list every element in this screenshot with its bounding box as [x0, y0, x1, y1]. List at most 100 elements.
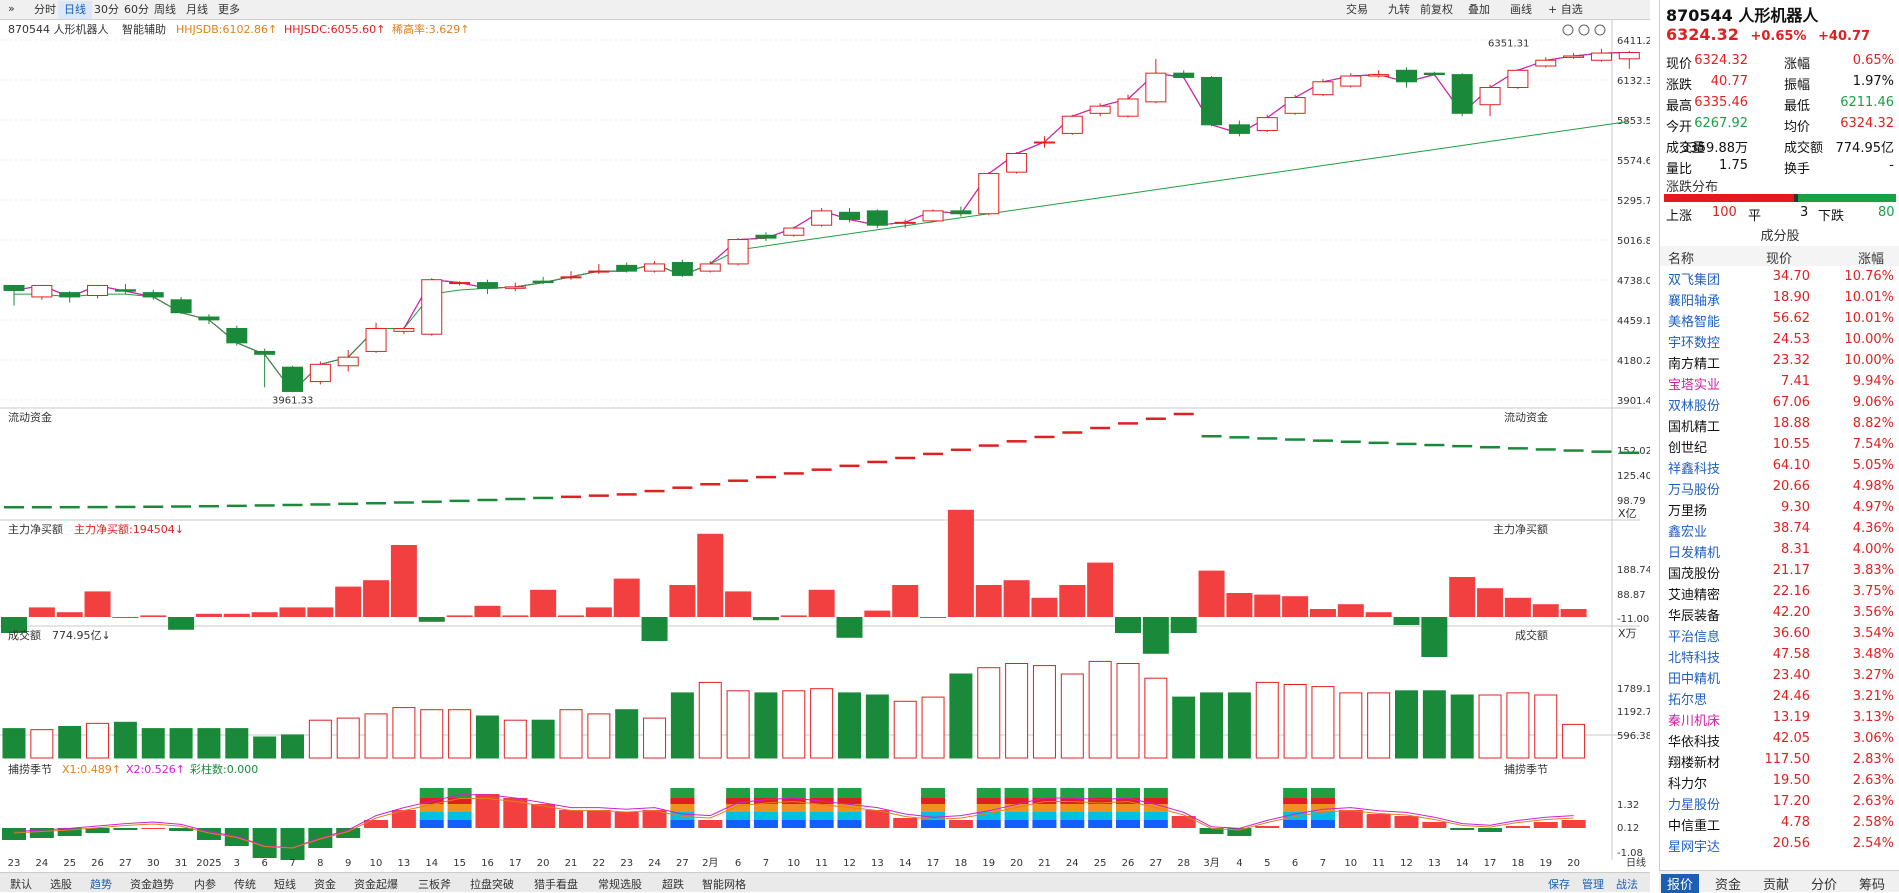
candle-body[interactable] [282, 366, 303, 392]
candle-body[interactable] [922, 210, 944, 222]
indicator-tab-10[interactable]: 拉盘突破 [470, 878, 514, 891]
component-row[interactable]: 万马股份 20.66 4.98% [1660, 477, 1899, 498]
component-row[interactable]: 南方精工 23.32 10.00% [1660, 351, 1899, 372]
component-row[interactable]: 华依科技 42.05 3.06% [1660, 729, 1899, 750]
candle-body[interactable] [1006, 152, 1028, 173]
candle-body[interactable] [783, 227, 805, 236]
candle-body[interactable] [560, 276, 582, 279]
tool-btn-5[interactable]: + 自选 [1548, 3, 1583, 16]
tool-btn-0[interactable]: 交易 [1346, 3, 1368, 16]
component-row[interactable]: 中信重工 4.78 2.58% [1660, 813, 1899, 834]
candle-body[interactable] [365, 327, 387, 352]
candle-body[interactable] [950, 210, 972, 215]
candle-body[interactable] [755, 234, 777, 239]
kline-chart[interactable]: 6411.24 6132.37 5853.50 5574.63 5295.76 5016.… [0, 20, 1650, 872]
indicator-tab-14[interactable]: 智能网格 [702, 878, 746, 891]
quote-tab-0[interactable]: 报价 [1661, 874, 1700, 893]
tool-btn-1[interactable]: 九转 [1388, 3, 1410, 16]
component-row[interactable]: 鑫宏业 38.74 4.36% [1660, 519, 1899, 540]
quote-tab-4[interactable]: 筹码 [1859, 878, 1886, 893]
candle-body[interactable] [588, 270, 610, 273]
component-row[interactable]: 宇环数控 24.53 10.00% [1660, 330, 1899, 351]
comp-header-cell[interactable]: 名称 [1668, 252, 1695, 267]
component-row[interactable]: 双林股份 67.06 9.06% [1660, 393, 1899, 414]
candle-body[interactable] [254, 350, 276, 355]
period-btn-6[interactable]: 更多 [218, 3, 240, 16]
indicator-tab-8[interactable]: 资金起爆 [354, 878, 398, 891]
indicator-tab-3[interactable]: 资金趋势 [130, 878, 174, 891]
candle-body[interactable] [1535, 59, 1557, 67]
component-row[interactable]: 襄阳轴承 18.90 10.01% [1660, 288, 1899, 309]
settings-icon[interactable] [1562, 24, 1574, 36]
indicator-tab-9[interactable]: 三板斧 [418, 878, 451, 891]
candle-body[interactable] [644, 263, 666, 272]
bottom-action-0[interactable]: 保存 [1548, 878, 1570, 891]
candle-body[interactable] [1479, 87, 1501, 106]
period-btn-1[interactable]: 日线 [58, 1, 92, 19]
help-icon[interactable] [1578, 24, 1590, 36]
indicator-tab-4[interactable]: 内参 [194, 878, 216, 891]
candle-body[interactable] [421, 279, 443, 335]
component-row[interactable]: 双飞集团 34.70 10.76% [1660, 267, 1899, 288]
candle-body[interactable] [1228, 124, 1250, 134]
component-row[interactable]: 宝塔实业 7.41 9.94% [1660, 372, 1899, 393]
component-row[interactable]: 拓尔思 24.46 3.21% [1660, 687, 1899, 708]
candle-body[interactable] [87, 284, 109, 296]
component-row[interactable]: 美格智能 56.62 10.01% [1660, 309, 1899, 330]
candle-body[interactable] [1284, 97, 1306, 114]
candle-body[interactable] [1061, 115, 1083, 134]
candle-body[interactable] [449, 282, 471, 285]
candle-body[interactable] [1507, 69, 1529, 89]
component-row[interactable]: 祥鑫科技 64.10 5.05% [1660, 456, 1899, 477]
indicator-tab-1[interactable]: 选股 [50, 878, 72, 891]
indicator-tab-0[interactable]: 默认 [10, 878, 32, 891]
indicator-tab-2[interactable]: 趋势 [90, 878, 112, 891]
indicator-tab-7[interactable]: 资金 [314, 878, 336, 891]
candle-body[interactable] [811, 210, 833, 226]
indicator-tab-13[interactable]: 超跌 [662, 878, 684, 891]
bottom-action-2[interactable]: 战法 [1616, 878, 1638, 891]
candle-body[interactable] [894, 221, 916, 224]
period-btn-4[interactable]: 周线 [154, 3, 176, 16]
candle-body[interactable] [1089, 105, 1111, 114]
candle-body[interactable] [1312, 81, 1334, 96]
component-row[interactable]: 秦川机床 13.19 3.13% [1660, 708, 1899, 729]
candle-body[interactable] [1173, 72, 1195, 78]
candle-body[interactable] [142, 292, 164, 298]
candle-body[interactable] [3, 284, 25, 291]
component-row[interactable]: 北特科技 47.58 3.48% [1660, 645, 1899, 666]
candle-body[interactable] [978, 173, 1000, 215]
candle-body[interactable] [671, 262, 693, 276]
candle-body[interactable] [1396, 69, 1417, 83]
component-row[interactable]: 翔楼新材 117.50 2.83% [1660, 750, 1899, 771]
comp-header-cell[interactable]: 涨幅 [1857, 252, 1884, 267]
candle-body[interactable] [1340, 75, 1362, 87]
tool-btn-3[interactable]: 叠加 [1468, 3, 1490, 16]
component-row[interactable]: 万里扬 9.30 4.97% [1660, 498, 1899, 519]
candle-body[interactable] [1256, 117, 1278, 132]
candle-body[interactable] [1368, 74, 1390, 77]
component-row[interactable]: 国机精工 18.88 8.82% [1660, 414, 1899, 435]
candle-body[interactable] [114, 289, 136, 292]
candle-body[interactable] [1423, 72, 1445, 76]
component-row[interactable]: 国茂股份 21.17 3.83% [1660, 561, 1899, 582]
kline-chart-area[interactable]: 6411.24 6132.37 5853.50 5574.63 5295.76 5016.… [0, 20, 1650, 872]
indicator-tab-5[interactable]: 传统 [234, 878, 256, 891]
component-row[interactable]: 华辰装备 42.20 3.56% [1660, 603, 1899, 624]
component-row[interactable]: 创世纪 10.55 7.54% [1660, 435, 1899, 456]
component-row[interactable]: 艾迪精密 22.16 3.75% [1660, 582, 1899, 603]
candle-body[interactable] [866, 210, 888, 226]
tool-btn-4[interactable]: 画线 [1510, 3, 1532, 16]
quote-tab-2[interactable]: 贡献 [1763, 878, 1790, 893]
candle-body[interactable] [727, 239, 749, 265]
candle-body[interactable] [532, 280, 554, 284]
comp-header-cell[interactable]: 现价 [1766, 252, 1793, 267]
candle-body[interactable] [476, 282, 498, 289]
component-row[interactable]: 力星股份 17.20 2.63% [1660, 792, 1899, 813]
candle-body[interactable] [170, 299, 192, 314]
candle-body[interactable] [226, 327, 248, 344]
candle-body[interactable] [337, 356, 359, 367]
component-row[interactable]: 田中精机 23.40 3.27% [1660, 666, 1899, 687]
candle-body[interactable] [1145, 72, 1167, 103]
candle-body[interactable] [31, 284, 53, 298]
